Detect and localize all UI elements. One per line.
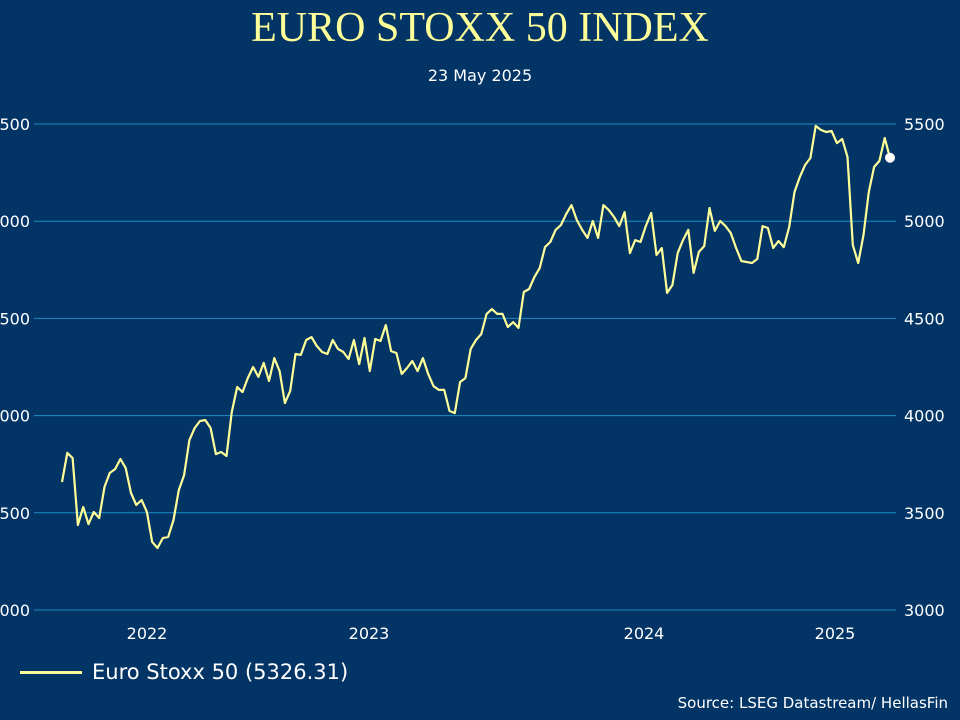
y-tick-label-right: 5000: [904, 212, 945, 231]
y-tick-label-left: 4000: [0, 407, 30, 426]
y-tick-label-left: 3500: [0, 504, 30, 523]
y-tick-label-right: 4500: [904, 309, 945, 328]
y-tick-label-right: 5500: [904, 115, 945, 134]
x-tick-label: 2024: [624, 624, 665, 643]
source-note: Source: LSEG Datastream/ HellasFin: [677, 694, 948, 712]
x-tick-label: 2023: [349, 624, 390, 643]
x-tick-label: 2025: [815, 624, 856, 643]
legend: Euro Stoxx 50 (5326.31): [20, 660, 348, 684]
legend-line-swatch: [20, 670, 82, 674]
y-tick-label-left: 3000: [0, 601, 30, 620]
y-tick-label-left: 5500: [0, 115, 30, 134]
last-value-marker: [885, 152, 895, 163]
chart-subtitle: 23 May 2025: [427, 66, 533, 85]
y-tick-label-left: 4500: [0, 309, 30, 328]
y-tick-label-right: 3000: [904, 601, 945, 620]
legend-label: Euro Stoxx 50 (5326.31): [92, 660, 349, 684]
x-tick-label: 2022: [127, 624, 168, 643]
y-tick-label-right: 3500: [904, 504, 945, 523]
y-tick-label-left: 5000: [0, 212, 30, 231]
series-line-euro-stoxx-50: [60, 124, 892, 550]
y-tick-label-right: 4000: [904, 407, 945, 426]
chart-title: EURO STOXX 50 INDEX: [251, 5, 709, 51]
